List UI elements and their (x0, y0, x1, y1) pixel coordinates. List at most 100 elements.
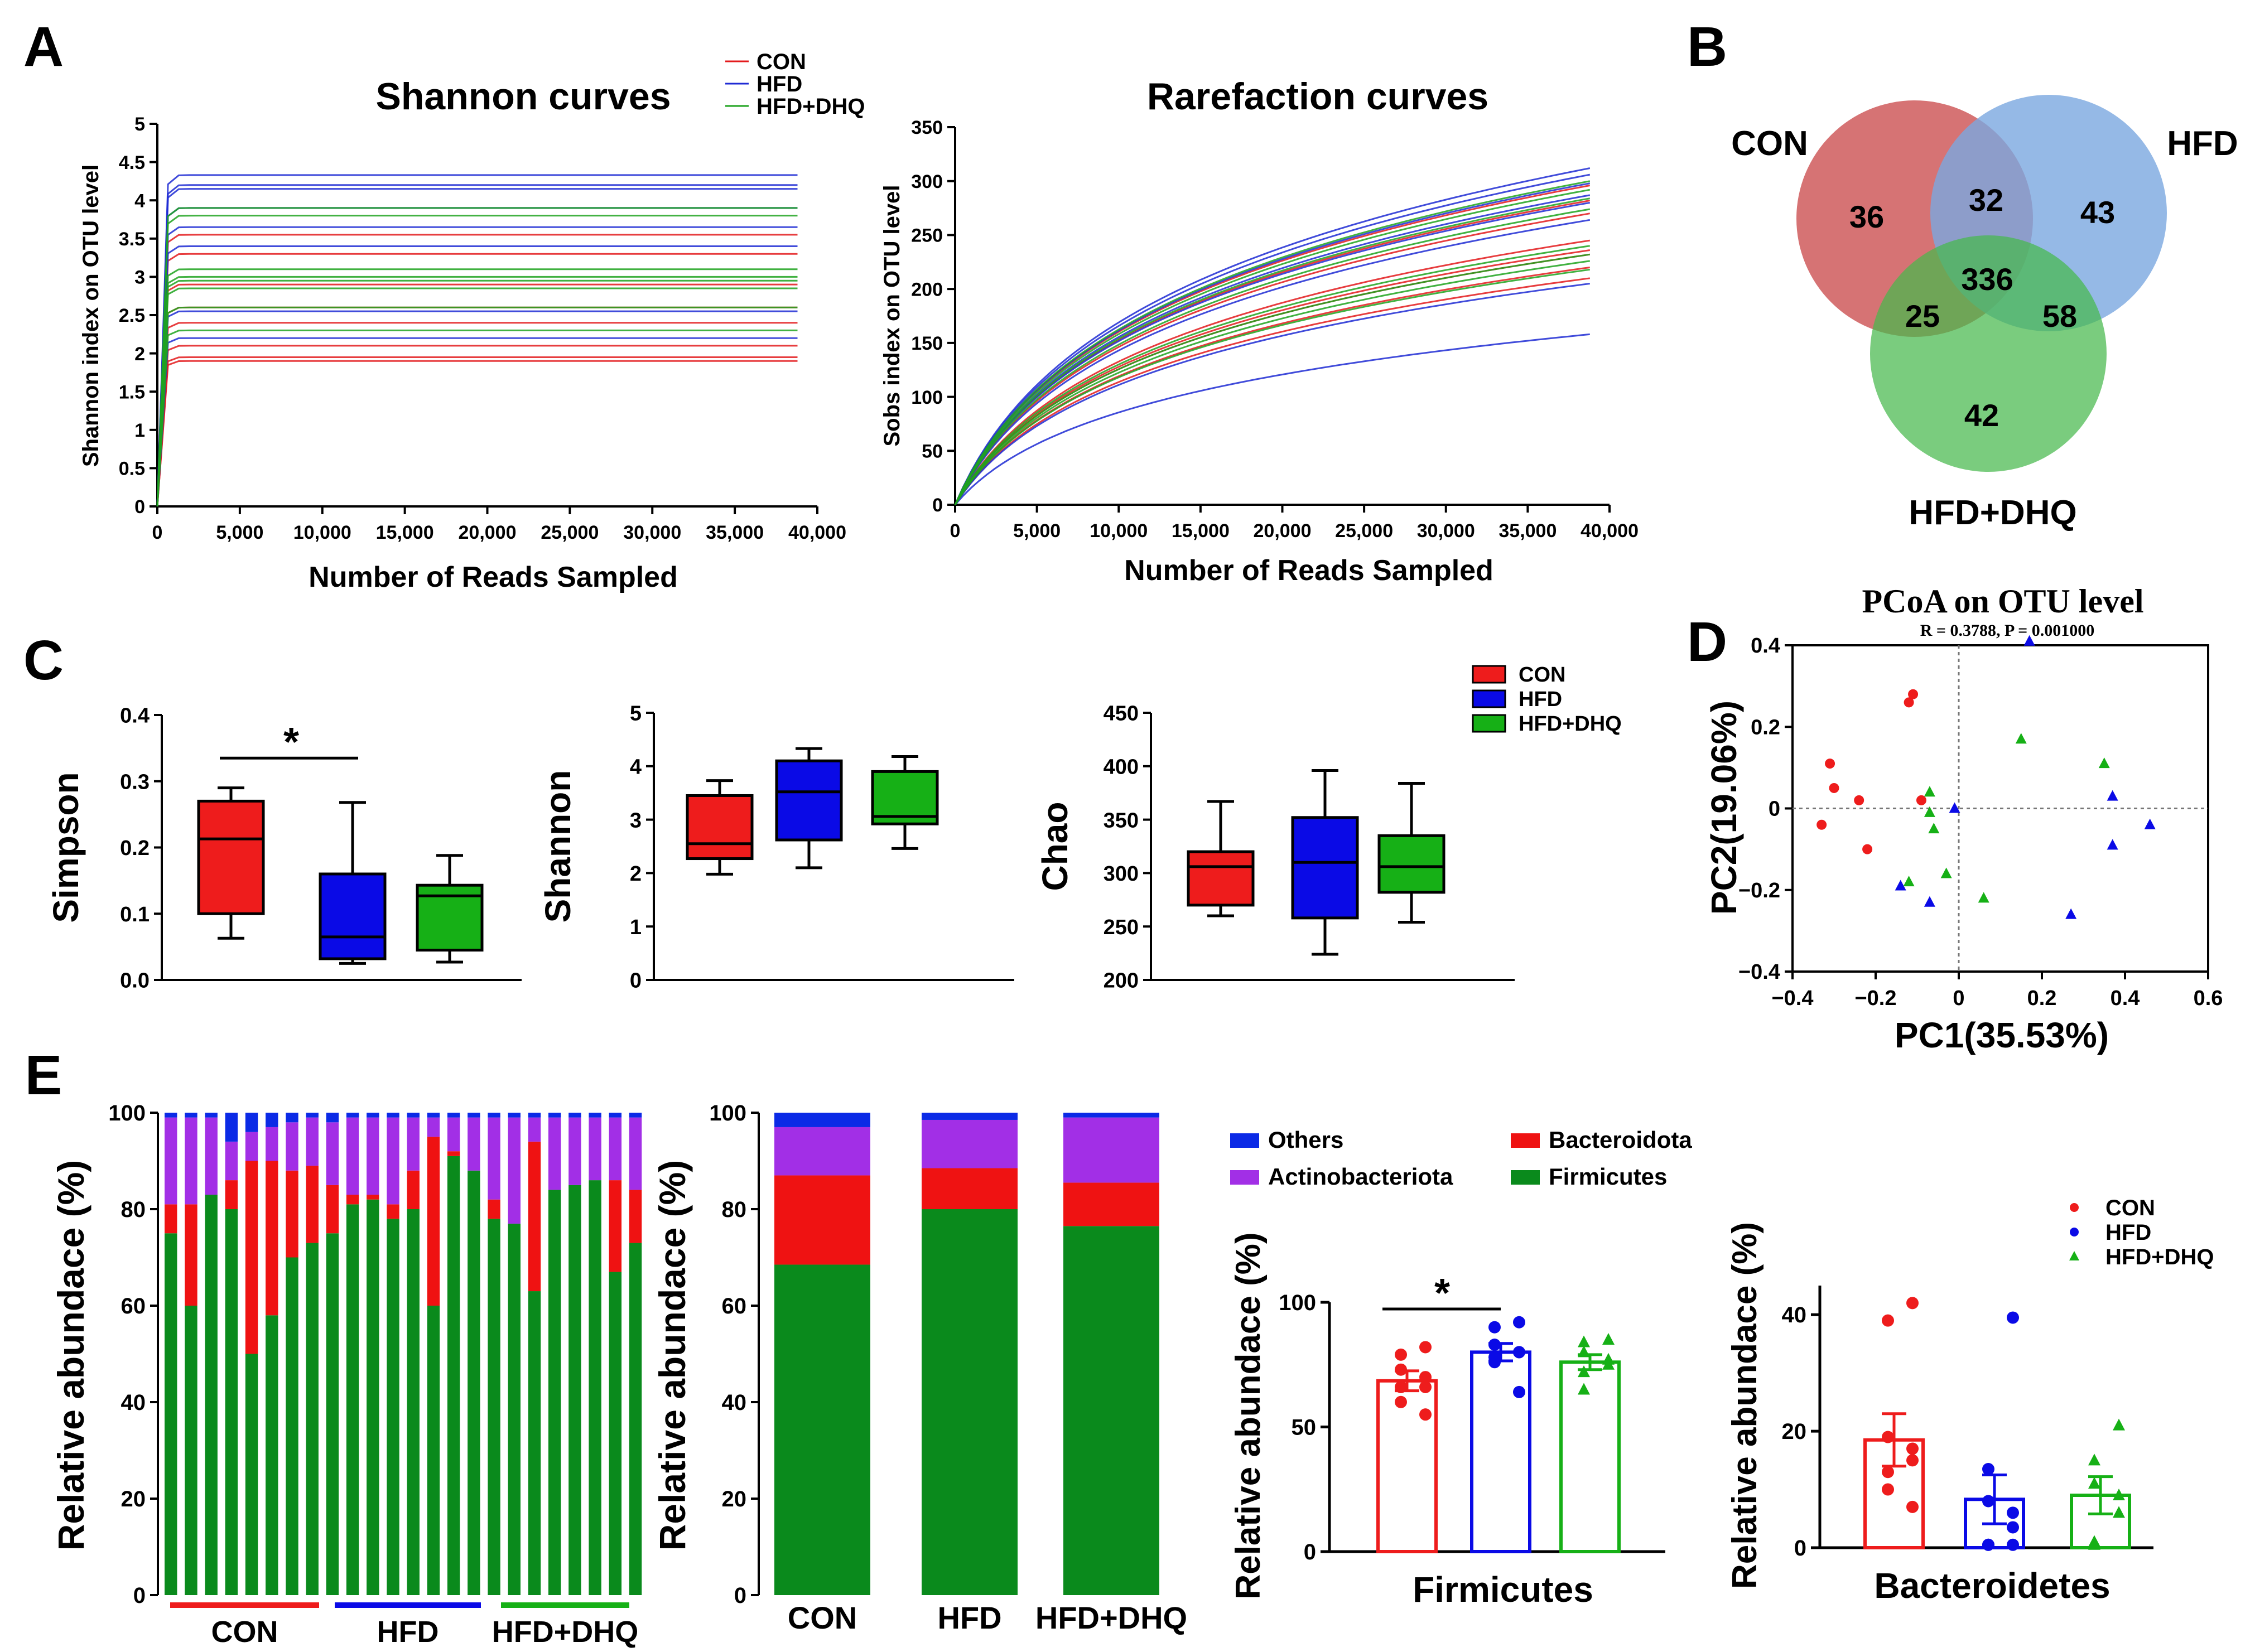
stacked-bar-segment-Others (548, 1113, 561, 1118)
legend-swatch-Actinobacteriota (1230, 1170, 1259, 1185)
pcoa-point-HFD+DHQ (1940, 867, 1952, 878)
y-tick-label: 20 (722, 1487, 747, 1511)
shannon-curve-HFD (156, 174, 798, 507)
pcoa-point-CON (1816, 819, 1827, 830)
x-category-label-HFD: HFD (937, 1600, 1001, 1635)
y-tick-label: 0 (1794, 1536, 1806, 1561)
legend-swatch-HFD (1472, 689, 1506, 708)
y-tick-label: 20 (1782, 1419, 1807, 1444)
panel-letter-a: A (23, 16, 64, 78)
x-tick-label: 20,000 (1254, 520, 1312, 542)
legend-marker-CON (2070, 1203, 2079, 1212)
x-tick-label: 5,000 (216, 522, 263, 543)
rarefaction-curve-HFD (954, 333, 1590, 505)
stacked-bar-segment-Others (165, 1113, 177, 1118)
data-point-CON (1882, 1466, 1894, 1479)
group-bar-segment-Bacteroidota (774, 1175, 870, 1265)
stacked-bar-segment-Others (326, 1113, 339, 1123)
x-tick-label: 0 (950, 520, 961, 542)
stacked-bar-segment-Actinobacteriota (447, 1117, 460, 1152)
stacked-bar-segment-Actinobacteriota (468, 1117, 480, 1171)
rarefaction-curve-HFD (954, 283, 1590, 505)
y-tick-label: 40 (722, 1390, 747, 1415)
chart-title: Shannon curves (375, 75, 671, 118)
x-tick-label: 0.6 (2194, 987, 2223, 1010)
stacked-bar-segment-Firmicutes (589, 1180, 601, 1595)
pcoa-point-HFD+DHQ (2098, 757, 2110, 769)
data-point-HFD (1513, 1316, 1525, 1329)
stacked-bar-segment-Firmicutes (165, 1233, 177, 1595)
shannon-curve-CON (156, 356, 798, 507)
stacked-bar-segment-Actinobacteriota (367, 1117, 379, 1195)
y-axis-label: Relative abundace (%) (652, 1160, 693, 1551)
x-tick-label: 25,000 (1335, 520, 1393, 542)
y-tick-label: 150 (911, 333, 943, 354)
stacked-bar-segment-Others (387, 1113, 399, 1118)
y-tick-label: −0.2 (1738, 879, 1780, 902)
pcoa-point-HFD (1924, 896, 1935, 907)
pcoa-point-HFD+DHQ (1924, 806, 1935, 817)
y-tick-label: 1 (630, 916, 642, 939)
stacked-bar-segment-Bacteroidota (326, 1185, 339, 1234)
stacked-bar-segment-Others (367, 1113, 379, 1118)
venn-count-CON_DHQ: 25 (1905, 298, 1940, 334)
y-tick-label: 0.2 (1751, 716, 1780, 739)
stacked-bar-segment-Others (185, 1113, 197, 1118)
panel-letter-d: D (1687, 611, 1727, 673)
y-tick-label: 80 (722, 1197, 747, 1222)
x-tick-label: 15,000 (376, 522, 434, 543)
stacked-bar-segment-Firmicutes (508, 1223, 521, 1595)
shannon-curve-HFD (156, 188, 798, 507)
stacked-bar-segment-Others (286, 1113, 298, 1123)
data-point-HFD+DHQ (1578, 1345, 1590, 1358)
x-tick-label: −0.4 (1771, 987, 1813, 1010)
stacked-bar-segment-Firmicutes (609, 1272, 622, 1595)
y-tick-label: 100 (1279, 1291, 1316, 1315)
stacked-bar-segment-Bacteroidota (407, 1170, 420, 1209)
legend-label-HFD+DHQ: HFD+DHQ (757, 94, 865, 119)
rarefaction-curve-CON (954, 249, 1591, 505)
shannon-curve-HFD (156, 184, 798, 507)
shannon-curve-HFD (156, 226, 798, 507)
y-tick-label: 1.5 (119, 381, 145, 403)
stacked-bar-segment-Actinobacteriota (205, 1117, 218, 1195)
venn-count-HFD_only: 43 (2080, 195, 2115, 230)
y-tick-label: 250 (1104, 916, 1139, 939)
data-point-HFD+DHQ (1602, 1333, 1615, 1345)
group-label-CON: CON (211, 1615, 278, 1649)
y-tick-label: 0.2 (120, 837, 150, 860)
x-tick-label: 25,000 (541, 522, 599, 543)
rarefaction-curve-HFD+DHQ (954, 180, 1591, 505)
x-tick-label: 0 (152, 522, 163, 543)
stacked-bar-segment-Others (427, 1113, 440, 1118)
box-HFD (319, 872, 387, 960)
pcoa-point-HFD+DHQ (1924, 786, 1935, 797)
venn-count-DHQ_only: 42 (1964, 398, 1999, 433)
pcoa-point-HFD (2107, 839, 2118, 850)
x-tick-label: 0 (1953, 987, 1964, 1010)
pcoa-point-CON (1916, 795, 1926, 805)
shannon-curve-HFD+DHQ (156, 329, 798, 507)
y-tick-label: 0 (1769, 798, 1780, 821)
stacked-bar-segment-Others (589, 1113, 601, 1118)
data-point-HFD+DHQ (1602, 1358, 1615, 1370)
x-tick-label: 10,000 (293, 522, 351, 543)
legend-label-CON: CON (2105, 1196, 2155, 1220)
y-tick-label: 0.4 (1751, 634, 1780, 658)
legend-swatch-CON (1472, 665, 1506, 684)
y-tick-label: 2.5 (119, 305, 145, 326)
stacked-bar-segment-Bacteroidota (266, 1161, 278, 1316)
shannon-curve-HFD+DHQ (156, 215, 798, 507)
x-tick-label: 0.4 (2111, 987, 2140, 1010)
x-axis-label: Number of Reads Sampled (309, 561, 678, 593)
y-tick-label: 80 (121, 1197, 146, 1222)
stacked-bar-segment-Actinobacteriota (589, 1117, 601, 1181)
data-point-HFD (1488, 1356, 1501, 1369)
group-bar-segment-Bacteroidota (922, 1168, 1018, 1209)
venn-count-HFD_DHQ: 58 (2042, 298, 2077, 334)
rarefaction-curve-HFD (954, 201, 1591, 505)
stacked-bar-segment-Bacteroidota (346, 1195, 359, 1205)
stacked-bar-segment-Firmicutes (629, 1243, 642, 1595)
data-point-CON (1419, 1371, 1432, 1384)
